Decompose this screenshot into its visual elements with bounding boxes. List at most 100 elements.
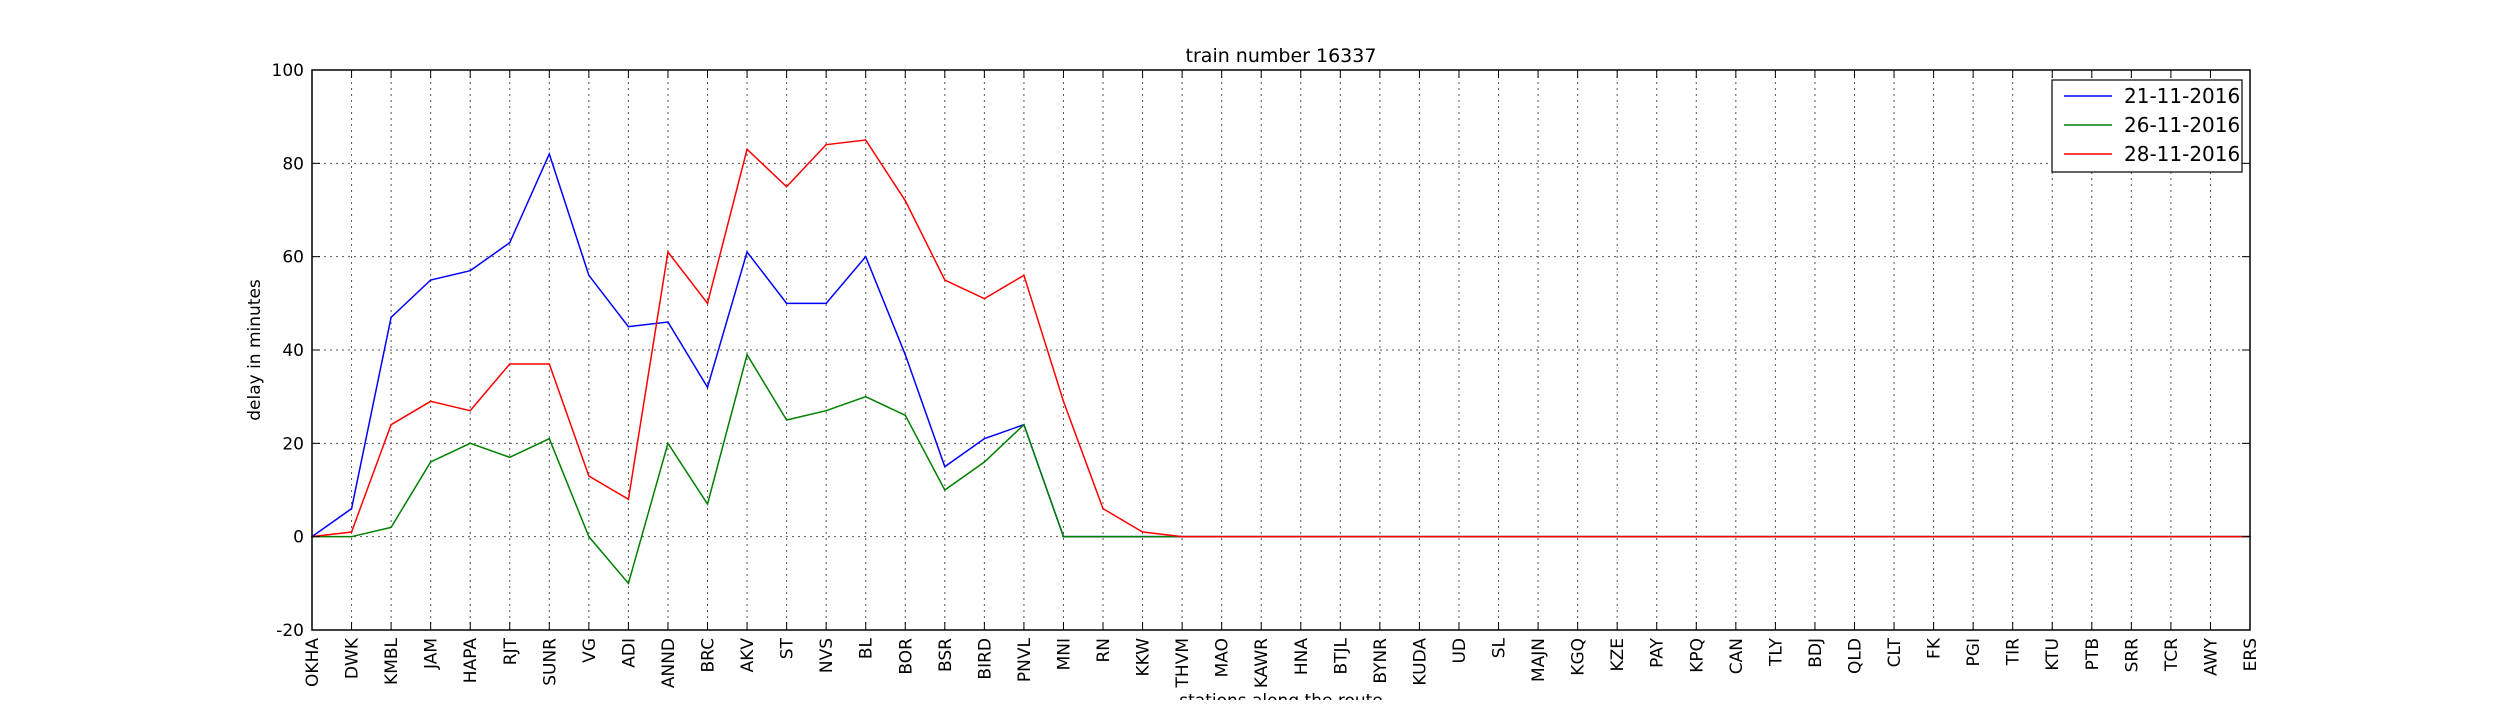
x-tick-label: KGQ — [1569, 638, 1589, 676]
data-point — [1023, 274, 1025, 277]
data-point — [1418, 535, 1421, 538]
y-axis-label: delay in minutes — [245, 279, 265, 421]
data-point — [588, 274, 590, 277]
data-point — [508, 241, 511, 244]
data-point — [983, 297, 986, 300]
x-tick-label: AWY — [2201, 637, 2221, 676]
x-tick-label: KKW — [1134, 638, 1154, 677]
data-point — [706, 302, 709, 305]
data-point — [944, 279, 946, 281]
data-point — [429, 400, 432, 403]
data-point — [706, 386, 709, 389]
data-point — [1181, 535, 1183, 538]
data-point — [1379, 535, 1381, 538]
data-point — [469, 442, 472, 445]
x-tick-label: ANND — [659, 638, 679, 688]
y-axis: -20 0 20 40 60 80 100 — [272, 61, 2250, 641]
data-point — [469, 269, 472, 272]
x-tick-label: CAN — [1727, 638, 1747, 674]
data-point — [627, 498, 630, 501]
x-tick-label: PAY — [1648, 637, 1668, 667]
data-point — [1458, 535, 1460, 538]
data-point — [983, 437, 986, 440]
x-tick-label: OKHA — [303, 638, 323, 687]
data-point — [1972, 535, 1974, 538]
data-point — [825, 302, 827, 305]
data-point — [1260, 535, 1263, 538]
x-tick-label: RJT — [501, 637, 521, 665]
x-tick-label: CLT — [1885, 637, 1905, 667]
data-point — [1576, 535, 1579, 538]
data-point — [785, 302, 788, 305]
x-tick-label: ST — [778, 637, 798, 659]
x-axis-label: stations along the route — [1179, 691, 1383, 700]
data-point — [746, 148, 748, 151]
y-tick-label: 20 — [282, 434, 304, 454]
y-tick-label: 0 — [293, 528, 304, 548]
data-point — [429, 279, 432, 281]
x-tick-label: KUDA — [1410, 638, 1430, 686]
data-point — [1774, 535, 1777, 538]
data-point — [390, 526, 392, 529]
data-point — [667, 442, 669, 445]
data-point — [627, 325, 630, 328]
x-tick-label: QLD — [1845, 638, 1865, 674]
x-tick-label: KAWR — [1252, 638, 1272, 688]
data-point — [1141, 531, 1144, 533]
x-tick-label: KZE — [1608, 638, 1628, 672]
data-point — [2170, 535, 2172, 538]
data-point — [746, 251, 748, 253]
series-line — [311, 139, 2250, 538]
data-point — [904, 353, 907, 356]
x-tick-label: BTJL — [1331, 637, 1351, 674]
data-point — [1932, 535, 1935, 538]
data-point — [1537, 535, 1539, 538]
data-point — [825, 409, 827, 412]
x-axis: OKHA DWK KMBL JAM HAPA RJT SUNR VG ADI ANND BRC AKV… — [303, 70, 2261, 688]
y-tick-label: 40 — [282, 341, 304, 361]
data-point — [2209, 535, 2212, 538]
data-point — [1616, 535, 1618, 538]
x-tick-label: MNI — [1054, 638, 1074, 670]
x-tick-label: KPQ — [1687, 638, 1707, 673]
data-point — [1695, 535, 1698, 538]
x-tick-label: BDJ — [1806, 638, 1826, 668]
data-point — [944, 465, 946, 468]
data-point — [1893, 535, 1895, 538]
data-point — [390, 316, 392, 319]
data-point — [1814, 535, 1816, 538]
y-tick-label: 80 — [282, 154, 304, 174]
data-point — [1220, 535, 1223, 538]
data-point — [350, 531, 353, 533]
x-tick-label: UD — [1450, 638, 1470, 664]
x-tick-label: KTU — [2043, 638, 2063, 671]
x-tick-label: AKV — [738, 638, 758, 673]
y-tick-label: 60 — [282, 248, 304, 268]
x-tick-label: DWK — [343, 637, 363, 679]
data-point — [864, 255, 867, 258]
x-tick-label: BYNR — [1371, 638, 1391, 684]
chart-title: train number 16337 — [1186, 45, 1377, 67]
data-point — [2090, 535, 2093, 538]
x-tick-label: FK — [1925, 637, 1945, 659]
data-point — [390, 423, 392, 426]
data-point — [825, 143, 827, 146]
data-point — [1102, 535, 1104, 538]
x-tick-label: MAJN — [1529, 638, 1549, 682]
data-point — [2011, 535, 2014, 538]
legend-label: 21-11-2016 — [2124, 84, 2240, 108]
data-point — [785, 419, 788, 421]
data-point — [1339, 535, 1342, 538]
x-tick-label: BL — [857, 637, 877, 659]
x-tick-label: TLY — [1766, 637, 1786, 667]
data-point — [548, 437, 551, 440]
data-point — [508, 456, 511, 459]
legend: 21-11-2016 26-11-2016 28-11-2016 — [2051, 79, 2243, 173]
data-point — [983, 461, 986, 463]
plot-background — [312, 70, 2250, 630]
x-tick-label: THVM — [1173, 638, 1193, 688]
y-tick-label: -20 — [276, 621, 304, 641]
x-tick-label: NVS — [817, 638, 837, 673]
